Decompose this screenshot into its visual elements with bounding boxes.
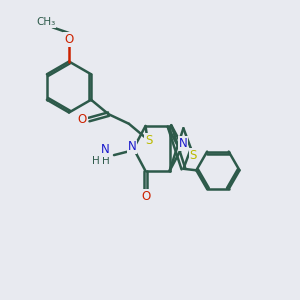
Text: CH₃: CH₃ (36, 17, 56, 27)
Text: O: O (141, 190, 150, 203)
Text: N: N (101, 142, 110, 156)
Text: O: O (78, 113, 87, 126)
Text: N: N (178, 136, 188, 150)
Text: H: H (102, 156, 110, 166)
Text: H: H (92, 156, 99, 166)
Text: N: N (128, 140, 136, 154)
Text: S: S (145, 134, 153, 147)
Text: S: S (190, 148, 197, 162)
Text: O: O (64, 33, 74, 46)
